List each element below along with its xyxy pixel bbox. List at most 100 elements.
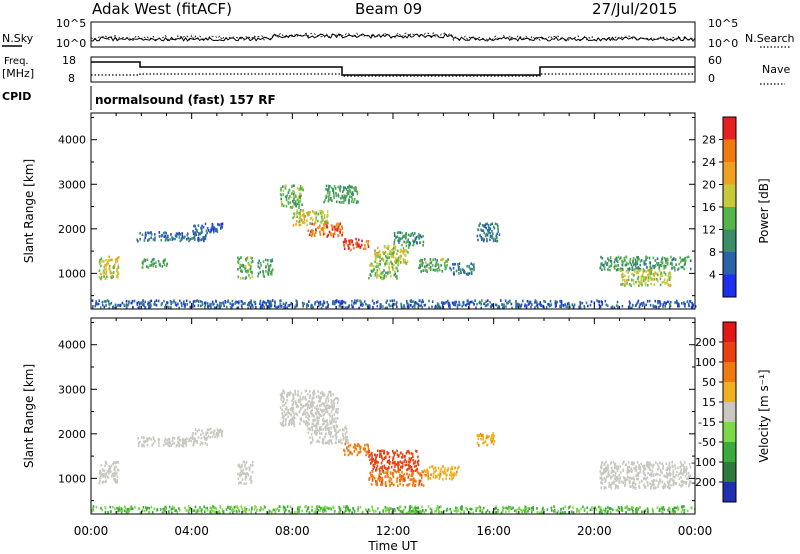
heatmap-cell bbox=[285, 204, 288, 208]
heatmap-cell bbox=[481, 229, 483, 232]
heatmap-cell bbox=[362, 447, 365, 451]
heatmap-cell bbox=[389, 271, 391, 274]
heatmap-cell bbox=[522, 508, 525, 512]
heatmap-cell bbox=[376, 482, 378, 486]
heatmap-cell bbox=[162, 507, 164, 511]
heatmap-cell bbox=[635, 465, 637, 468]
heatmap-cell bbox=[424, 269, 426, 272]
heatmap-cell bbox=[308, 233, 311, 236]
heatmap-cell bbox=[647, 508, 649, 512]
heatmap-cell bbox=[206, 506, 208, 510]
heatmap-cell bbox=[406, 260, 409, 263]
heatmap-cell bbox=[393, 251, 395, 254]
heatmap-cell bbox=[117, 272, 120, 276]
heatmap-cell bbox=[401, 243, 403, 247]
heatmap-cell bbox=[245, 461, 248, 464]
heatmap-cell bbox=[637, 279, 640, 282]
heatmap-cell bbox=[178, 442, 180, 445]
heatmap-cell bbox=[631, 272, 633, 276]
heatmap-cell bbox=[525, 306, 528, 310]
heatmap-cell bbox=[435, 262, 437, 266]
heatmap-cell bbox=[242, 265, 245, 269]
heatmap-cell bbox=[628, 282, 631, 286]
heatmap-cell bbox=[104, 277, 107, 281]
heatmap-cell bbox=[684, 261, 687, 264]
heatmap-cell bbox=[341, 233, 343, 237]
heatmap-cell bbox=[254, 300, 257, 304]
heatmap-cell bbox=[635, 260, 637, 263]
heatmap-cell bbox=[671, 460, 673, 464]
colorbar-tick-label: 8 bbox=[709, 246, 716, 259]
heatmap-cell bbox=[98, 269, 101, 272]
heatmap-cell bbox=[204, 237, 207, 240]
heatmap-cell bbox=[622, 278, 624, 282]
heatmap-cell bbox=[508, 505, 510, 509]
heatmap-cell bbox=[429, 477, 432, 480]
heatmap-cell bbox=[333, 402, 336, 405]
heatmap-cell bbox=[171, 511, 173, 514]
heatmap-cell bbox=[414, 460, 416, 463]
heatmap-cell bbox=[343, 300, 345, 304]
heatmap-cell bbox=[240, 264, 243, 267]
heatmap-cell bbox=[290, 192, 293, 195]
heatmap-cell bbox=[299, 395, 302, 398]
heatmap-cell bbox=[436, 268, 439, 271]
heatmap-cell bbox=[317, 213, 320, 216]
heatmap-cell bbox=[684, 302, 686, 306]
heatmap-cell bbox=[684, 461, 686, 464]
heatmap-cell bbox=[251, 272, 253, 275]
heatmap-cell bbox=[391, 461, 394, 465]
heatmap-cell bbox=[325, 426, 327, 429]
heatmap-cell bbox=[317, 411, 320, 415]
heatmap-cell bbox=[405, 262, 408, 265]
heatmap-cell bbox=[95, 505, 98, 509]
heatmap-cell bbox=[328, 187, 330, 190]
heatmap-cell bbox=[319, 211, 322, 215]
heatmap-cell bbox=[683, 481, 686, 484]
heatmap-cell bbox=[680, 258, 683, 262]
heatmap-cell bbox=[333, 194, 335, 197]
heatmap-cell bbox=[350, 192, 353, 196]
heatmap-cell bbox=[281, 203, 283, 206]
heatmap-cell bbox=[657, 263, 659, 267]
heatmap-cell bbox=[315, 218, 317, 221]
heatmap-cell bbox=[601, 301, 603, 304]
heatmap-cell bbox=[125, 511, 128, 514]
heatmap-cell bbox=[651, 507, 654, 511]
heatmap-cell bbox=[371, 473, 373, 477]
heatmap-cell bbox=[100, 272, 102, 276]
heatmap-cell bbox=[375, 480, 378, 484]
heatmap-cell bbox=[101, 300, 104, 304]
heatmap-cell bbox=[116, 460, 119, 464]
heatmap-cell bbox=[636, 302, 638, 306]
heatmap-cell bbox=[201, 301, 204, 304]
heatmap-cell bbox=[388, 455, 391, 459]
heatmap-cell bbox=[396, 305, 398, 309]
heatmap-cell bbox=[359, 301, 362, 304]
heatmap-cell bbox=[684, 467, 686, 471]
heatmap-cell bbox=[611, 305, 614, 309]
heatmap-cell bbox=[674, 482, 677, 486]
heatmap-cell bbox=[657, 485, 659, 488]
y-tick-label: 4000 bbox=[58, 339, 86, 352]
heatmap-cell bbox=[329, 506, 332, 510]
heatmap-cell bbox=[214, 435, 216, 439]
colorbar-tick-label: 4 bbox=[709, 269, 716, 282]
heatmap-cell bbox=[318, 426, 321, 430]
heatmap-cell bbox=[280, 394, 283, 398]
heatmap-cell bbox=[313, 431, 316, 435]
heatmap-cell bbox=[280, 397, 283, 400]
heatmap-cell bbox=[608, 265, 610, 268]
heatmap-cell bbox=[659, 301, 661, 305]
heatmap-cell bbox=[497, 510, 499, 513]
heatmap-cell bbox=[489, 301, 491, 304]
heatmap-cell bbox=[315, 407, 318, 411]
heatmap-cell bbox=[390, 260, 392, 264]
heatmap-cell bbox=[116, 506, 118, 510]
heatmap-cell bbox=[417, 462, 419, 465]
heatmap-cell bbox=[322, 428, 324, 431]
heatmap-cell bbox=[99, 479, 101, 482]
heatmap-cell bbox=[305, 415, 307, 418]
heatmap-cell bbox=[216, 304, 219, 307]
heatmap-cell bbox=[117, 509, 120, 512]
